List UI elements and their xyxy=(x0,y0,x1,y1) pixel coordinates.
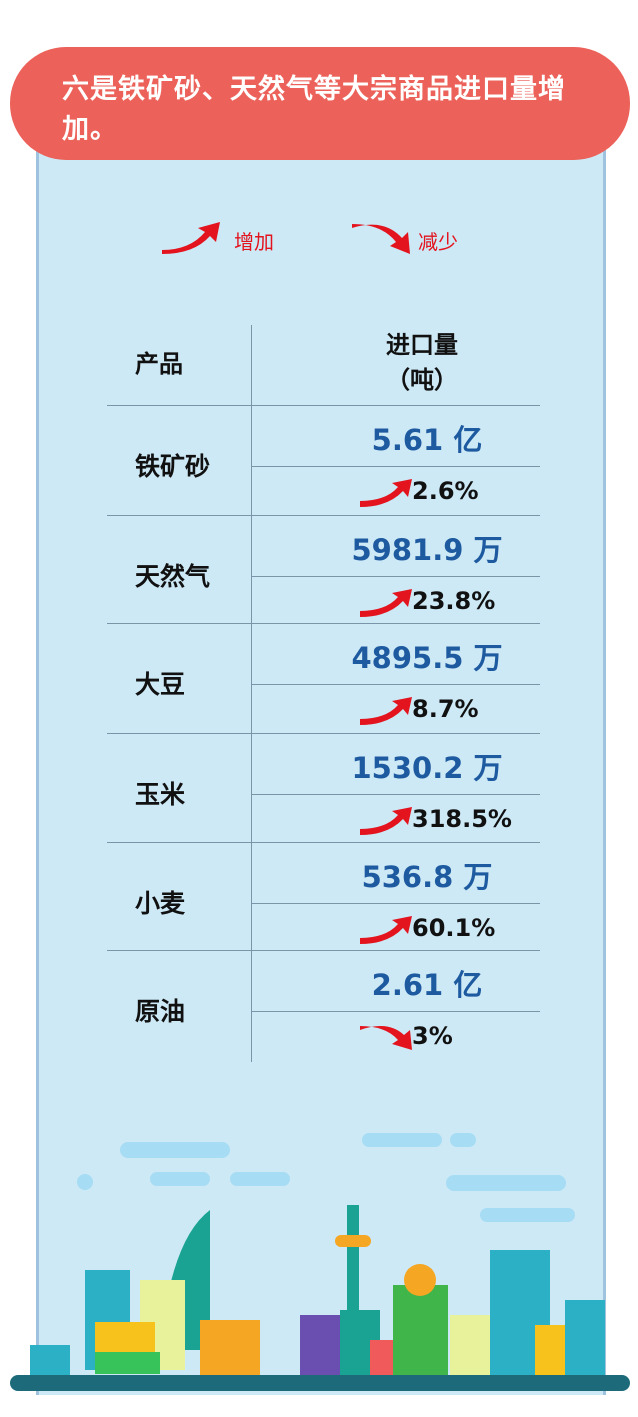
title-banner xyxy=(10,47,630,160)
change-percent: 23.8% xyxy=(412,587,496,615)
increase-arrow-icon xyxy=(360,589,412,617)
increase-arrow-icon xyxy=(360,479,412,507)
product-name: 大豆 xyxy=(135,670,186,699)
sub-divider xyxy=(252,466,540,467)
header-volume: 进口量 xyxy=(386,331,458,359)
row-divider xyxy=(107,515,540,516)
import-volume: 5.61 亿 xyxy=(371,423,483,457)
import-volume: 1530.2 万 xyxy=(351,751,503,785)
increase-arrow-icon xyxy=(360,807,412,835)
import-volume: 5981.9 万 xyxy=(351,533,503,567)
sub-divider xyxy=(252,576,540,577)
change-percent: 3% xyxy=(412,1022,453,1050)
product-name: 铁矿砂 xyxy=(135,452,211,481)
row-divider xyxy=(107,733,540,734)
row-divider xyxy=(107,405,540,406)
product-name: 原油 xyxy=(135,997,186,1026)
legend-decrease: 减少 xyxy=(418,230,458,254)
product-name: 小麦 xyxy=(135,889,186,918)
row-divider xyxy=(107,842,540,843)
increase-arrow-icon xyxy=(360,697,412,725)
increase-arrow-icon xyxy=(360,916,412,944)
header-unit: （吨） xyxy=(386,366,458,394)
product-name: 玉米 xyxy=(135,780,186,809)
decrease-arrow-icon xyxy=(360,1026,412,1050)
import-volume: 2.61 亿 xyxy=(371,968,483,1002)
change-percent: 8.7% xyxy=(412,695,479,723)
sub-divider xyxy=(252,1011,540,1012)
sub-divider xyxy=(252,794,540,795)
header-product: 产品 xyxy=(135,350,183,378)
import-volume: 4895.5 万 xyxy=(351,641,503,675)
page-title: 六是铁矿砂、天然气等大宗商品进口量增加。 xyxy=(62,74,566,145)
decrease-arrow-icon xyxy=(352,224,410,254)
row-divider xyxy=(107,950,540,951)
change-percent: 318.5% xyxy=(412,805,512,833)
sub-divider xyxy=(252,684,540,685)
sub-divider xyxy=(252,903,540,904)
increase-arrow-icon xyxy=(162,222,220,254)
product-name: 天然气 xyxy=(135,562,211,591)
change-percent: 60.1% xyxy=(412,914,496,942)
legend-increase: 增加 xyxy=(234,230,274,254)
import-volume: 536.8 万 xyxy=(361,860,493,894)
city-skyline-illustration xyxy=(10,1133,630,1391)
change-percent: 2.6% xyxy=(412,477,479,505)
row-divider xyxy=(107,623,540,624)
column-divider xyxy=(251,325,252,1062)
